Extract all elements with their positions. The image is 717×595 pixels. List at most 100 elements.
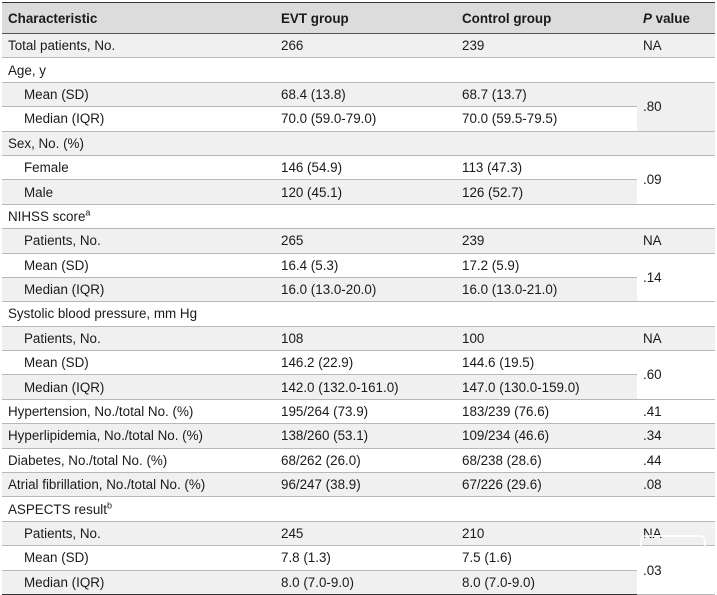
evt-value: 265 <box>275 228 456 254</box>
p-value: .14 <box>637 253 715 303</box>
header-p-value: P value <box>637 2 715 34</box>
row-label: Sex, No. (%) <box>2 131 275 156</box>
table-row: Hypertension, No./total No. (%) 195/264 … <box>2 399 715 425</box>
table-row: Atrial fibrillation, No./total No. (%) 9… <box>2 472 715 498</box>
control-value: 70.0 (59.5-79.5) <box>456 106 637 132</box>
p-value: NA <box>637 326 715 352</box>
header-p-rest: value <box>651 10 690 26</box>
empty-cell <box>456 496 637 522</box>
footnote-marker: a <box>85 207 91 218</box>
row-label: Female <box>2 155 275 181</box>
p-value: .41 <box>637 399 715 425</box>
row-label: Median (IQR) <box>2 106 275 132</box>
evt-value: 138/260 (53.1) <box>275 423 456 449</box>
p-value: .80 <box>637 82 715 132</box>
row-label: Age, y <box>2 57 275 83</box>
control-value: 68/238 (28.6) <box>456 448 637 474</box>
footnote-marker: b <box>106 500 112 511</box>
control-value: 239 <box>456 228 637 254</box>
table-row: Patients, No. 265 239 NA <box>2 228 715 254</box>
control-value: 8.0 (7.0-9.0) <box>456 570 637 595</box>
row-label-text: NIHSS score <box>8 208 86 224</box>
p-value: .60 <box>637 350 715 400</box>
table-row: Patients, No. 108 100 NA <box>2 326 715 352</box>
empty-cell <box>637 57 715 83</box>
row-label: Atrial fibrillation, No./total No. (%) <box>2 472 275 498</box>
empty-cell <box>456 131 637 156</box>
control-value: 113 (47.3) <box>456 155 637 181</box>
table-row: Mean (SD) 68.4 (13.8) 68.7 (13.7) .80 <box>2 82 715 132</box>
evt-value: 8.0 (7.0-9.0) <box>275 570 456 595</box>
header-evt-group: EVT group <box>275 2 456 34</box>
empty-cell <box>275 131 456 156</box>
header-row: Characteristic EVT group Control group P… <box>2 2 715 34</box>
table-row: Median (IQR) 142.0 (132.0-161.0) 147.0 (… <box>2 374 715 400</box>
p-value: .34 <box>637 423 715 449</box>
p-value: .08 <box>637 472 715 498</box>
row-label: Diabetes, No./total No. (%) <box>2 448 275 474</box>
p-value: .09 <box>637 155 715 205</box>
evt-value: 68/262 (26.0) <box>275 448 456 474</box>
table-row: NIHSS scorea <box>2 204 715 230</box>
empty-cell <box>456 204 637 230</box>
row-label: ASPECTS resultb <box>2 496 275 522</box>
evt-value: 195/264 (73.9) <box>275 399 456 425</box>
evt-value: 68.4 (13.8) <box>275 82 456 108</box>
row-label-text: ASPECTS result <box>8 501 107 517</box>
row-label: Mean (SD) <box>2 545 275 571</box>
row-label: Mean (SD) <box>2 82 275 108</box>
evt-value: 16.4 (5.3) <box>275 253 456 278</box>
empty-cell <box>275 496 456 522</box>
p-value: NA <box>637 521 715 547</box>
control-value: 67/226 (29.6) <box>456 472 637 498</box>
watermark-logo: 脑卒汇 <box>640 535 706 579</box>
row-label: Patients, No. <box>2 326 275 352</box>
table-row: Total patients, No. 266 239 NA <box>2 33 715 59</box>
evt-value: 108 <box>275 326 456 352</box>
table-row: Age, y <box>2 57 715 83</box>
evt-value: 120 (45.1) <box>275 179 456 205</box>
table-row: Mean (SD) 146.2 (22.9) 144.6 (19.5) .60 <box>2 350 715 400</box>
row-label: Male <box>2 179 275 205</box>
evt-value: 266 <box>275 33 456 59</box>
header-control-group: Control group <box>456 2 637 34</box>
p-value: NA <box>637 33 715 59</box>
row-label: Hypertension, No./total No. (%) <box>2 399 275 425</box>
table-row: Median (IQR) 16.0 (13.0-20.0) 16.0 (13.0… <box>2 277 715 303</box>
p-value: NA <box>637 228 715 254</box>
empty-cell <box>275 57 456 83</box>
row-label: NIHSS scorea <box>2 204 275 230</box>
control-value: 239 <box>456 33 637 59</box>
table-row: Sex, No. (%) <box>2 131 715 156</box>
table-row: Systolic blood pressure, mm Hg <box>2 301 715 327</box>
control-value: 126 (52.7) <box>456 179 637 205</box>
empty-cell <box>637 496 715 522</box>
table-body: Total patients, No. 266 239 NA Age, y Me… <box>2 33 715 595</box>
control-value: 183/239 (76.6) <box>456 399 637 425</box>
evt-value: 70.0 (59.0-79.0) <box>275 106 456 132</box>
evt-value: 7.8 (1.3) <box>275 545 456 571</box>
row-label: Systolic blood pressure, mm Hg <box>2 301 275 327</box>
evt-value: 245 <box>275 521 456 547</box>
control-value: 16.0 (13.0-21.0) <box>456 277 637 303</box>
row-label: Median (IQR) <box>2 277 275 303</box>
table-row: Median (IQR) 8.0 (7.0-9.0) 8.0 (7.0-9.0) <box>2 570 715 595</box>
evt-value: 142.0 (132.0-161.0) <box>275 374 456 400</box>
table-row: Male 120 (45.1) 126 (52.7) <box>2 179 715 205</box>
table-row: Mean (SD) 16.4 (5.3) 17.2 (5.9) .14 <box>2 253 715 303</box>
p-value: .03 <box>637 545 715 595</box>
control-value: 147.0 (130.0-159.0) <box>456 374 637 400</box>
empty-cell <box>456 57 637 83</box>
row-label: Patients, No. <box>2 521 275 547</box>
control-value: 144.6 (19.5) <box>456 350 637 376</box>
empty-cell <box>637 204 715 230</box>
header-characteristic: Characteristic <box>2 2 275 34</box>
evt-value: 96/247 (38.9) <box>275 472 456 498</box>
control-value: 100 <box>456 326 637 352</box>
empty-cell <box>456 301 637 327</box>
header-p-italic: P <box>643 10 652 26</box>
row-label: Total patients, No. <box>2 33 275 59</box>
p-value: .44 <box>637 448 715 474</box>
